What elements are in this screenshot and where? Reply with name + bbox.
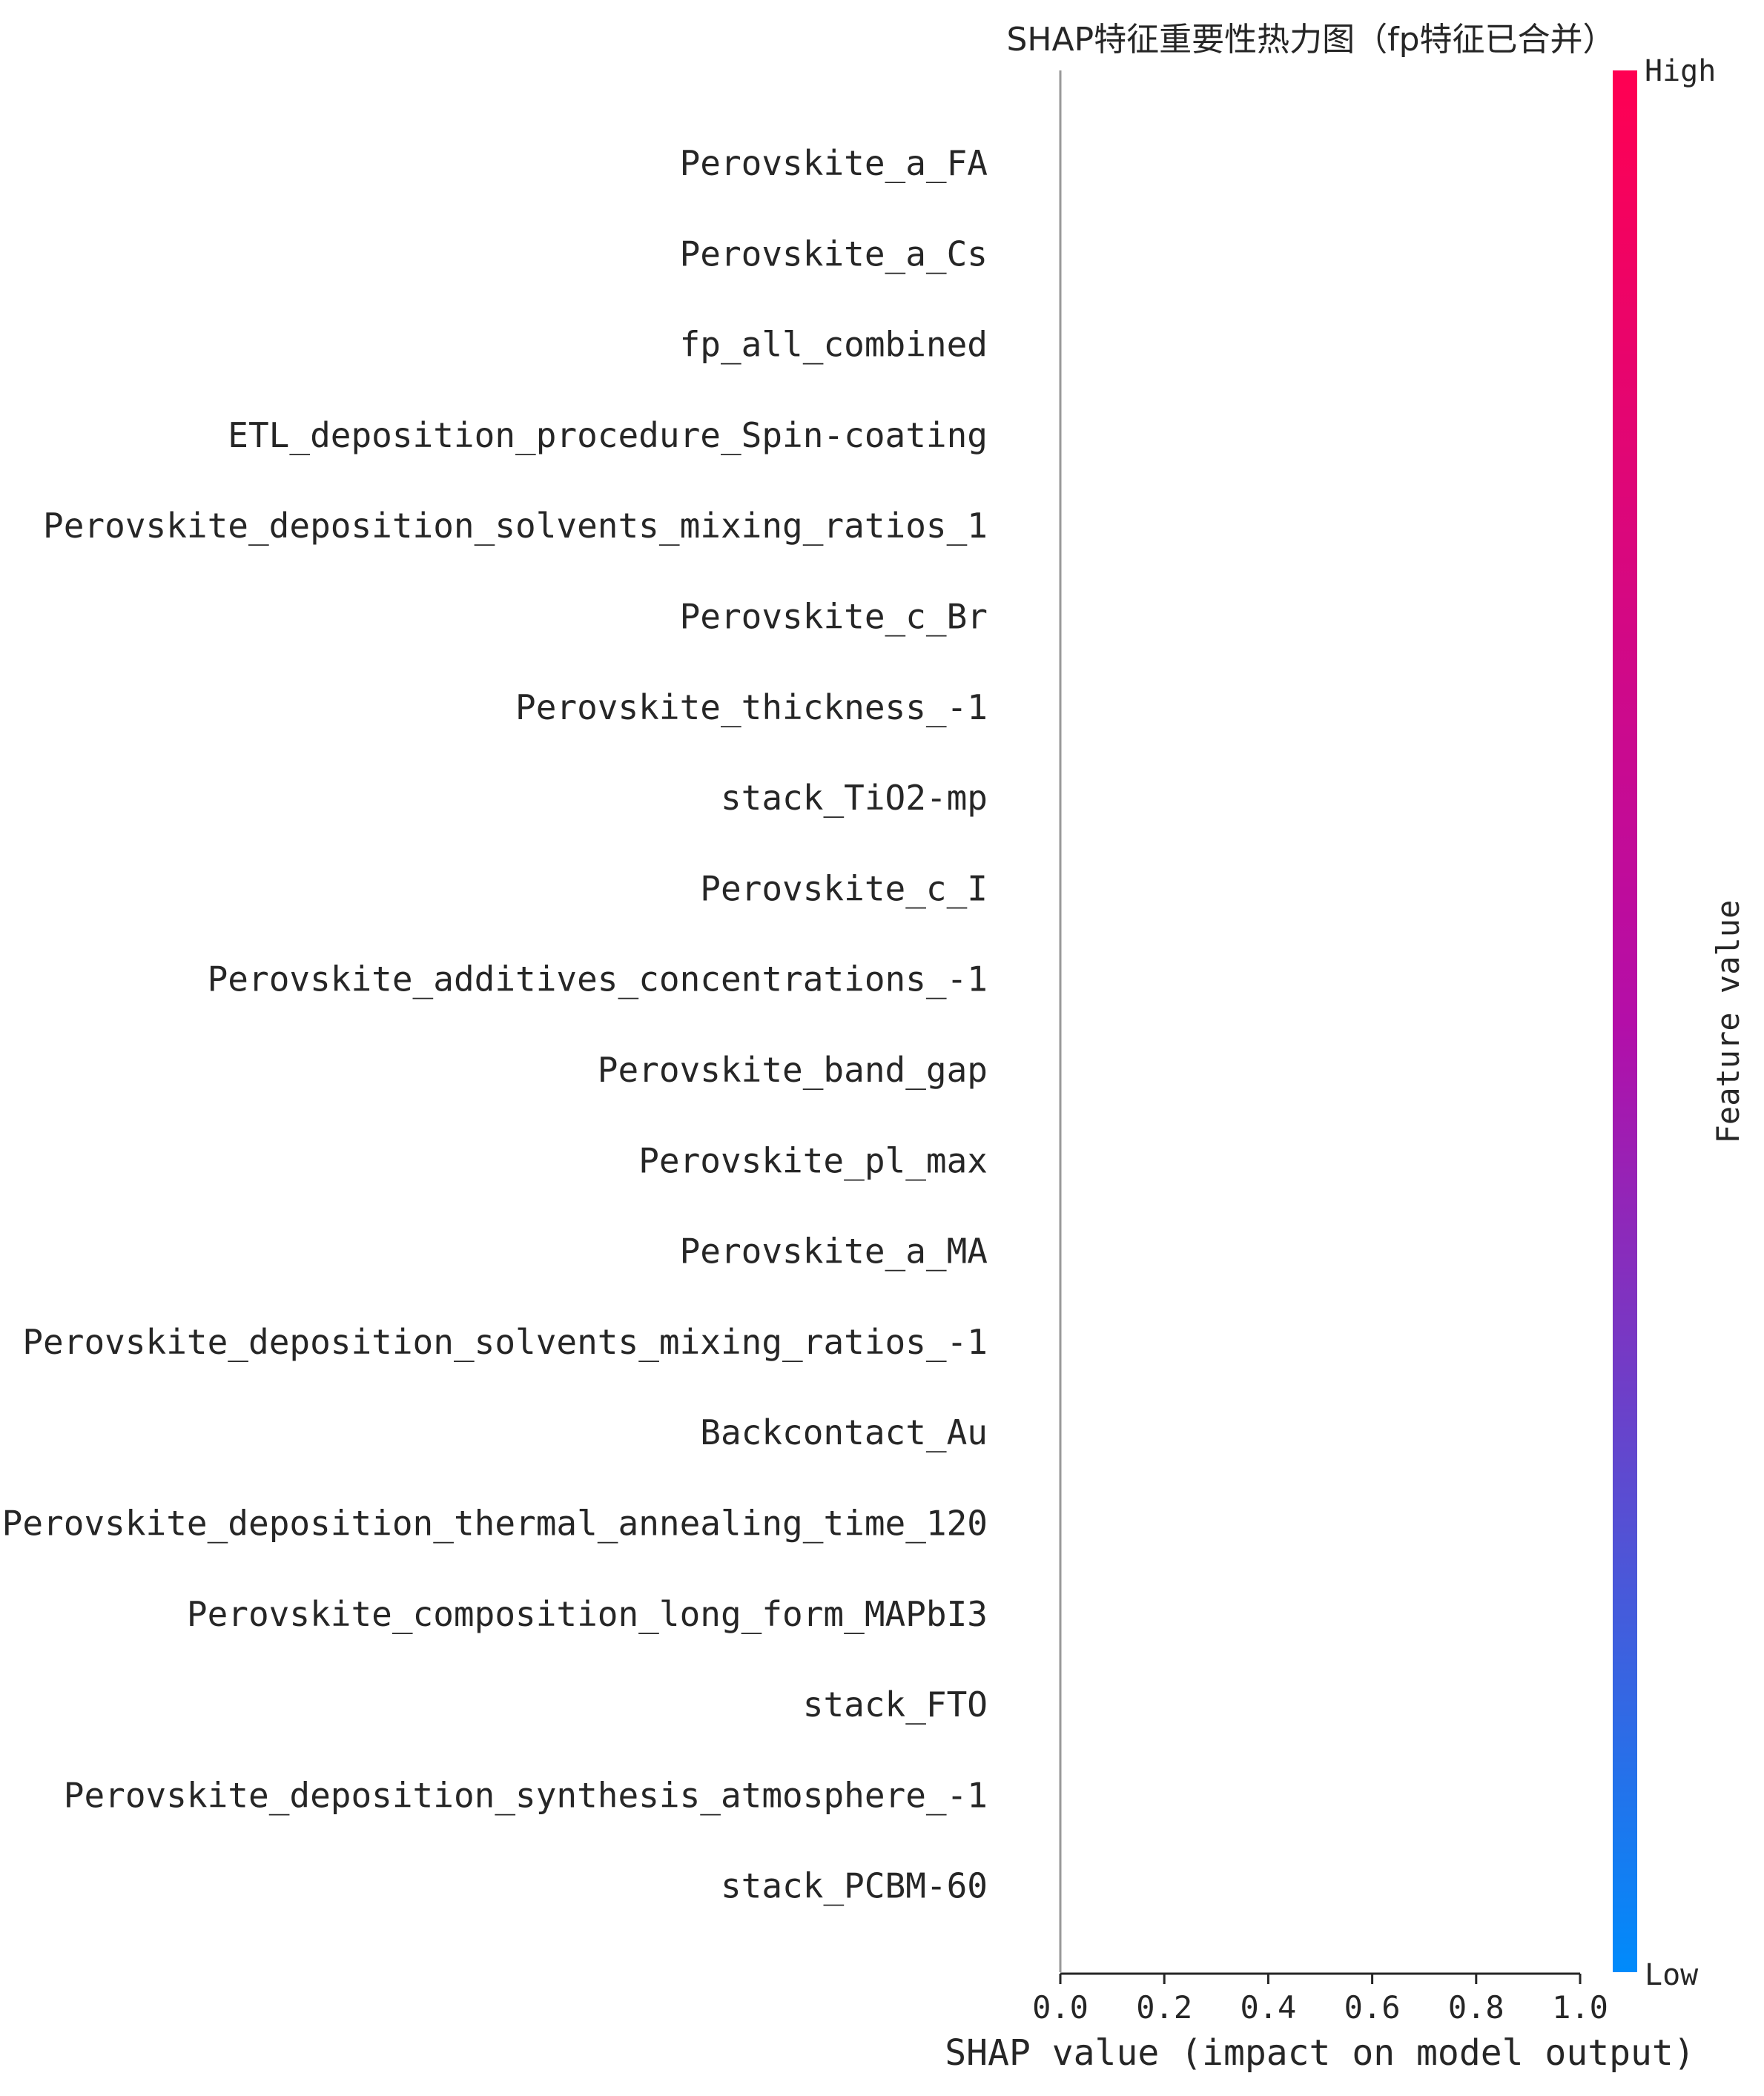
colorbar-title: Feature value [1710,900,1746,1144]
feature-label: Perovskite_composition_long_form_MAPbI3 [187,1594,988,1634]
colorbar-high-label: High [1645,54,1716,88]
feature-label: fp_all_combined [680,325,988,365]
x-tick-label: 0.6 [1344,1989,1401,2026]
feature-label: Perovskite_band_gap [598,1050,988,1090]
feature-label: ETL_deposition_procedure_Spin-coating [228,415,988,455]
feature-label: stack_PCBM-60 [721,1866,988,1906]
feature-label: Perovskite_deposition_solvents_mixing_ra… [43,506,988,546]
feature-label: Perovskite_c_I [700,868,988,908]
feature-label: Backcontact_Au [700,1412,988,1452]
colorbar [1613,70,1637,1972]
feature-label: Perovskite_pl_max [638,1140,988,1180]
colorbar-low-label: Low [1645,1958,1699,1992]
feature-label: stack_TiO2-mp [721,778,988,818]
feature-label: Perovskite_deposition_synthesis_atmosphe… [64,1775,988,1815]
feature-label: Perovskite_a_Cs [680,234,988,274]
feature-label: Perovskite_deposition_thermal_annealing_… [2,1504,988,1544]
x-tick-label: 0.2 [1136,1989,1192,2026]
feature-label: Perovskite_additives_concentrations_-1 [208,959,988,999]
feature-label: stack_FTO [803,1685,988,1725]
feature-label: Perovskite_a_MA [680,1232,988,1272]
feature-label: Perovskite_thickness_-1 [515,687,988,727]
feature-label: Perovskite_c_Br [680,597,988,637]
x-tick-label: 0.4 [1240,1989,1296,2026]
x-axis-ticks: 0.0 0.2 0.4 0.6 0.8 1.0 [1032,1974,1608,2026]
feature-label: Perovskite_a_FA [680,143,988,183]
x-tick-label: 0.8 [1448,1989,1504,2026]
feature-labels: Perovskite_a_FA Perovskite_a_Cs fp_all_com… [2,143,988,1906]
x-tick-label: 1.0 [1552,1989,1608,2026]
x-axis-title: SHAP value (impact on model output) [945,2032,1694,2074]
x-tick-label: 0.0 [1032,1989,1089,2026]
feature-label: Perovskite_deposition_solvents_mixing_ra… [22,1322,988,1362]
chart-title: SHAP特征重要性热力图（fp特征已合并） [1006,21,1615,59]
